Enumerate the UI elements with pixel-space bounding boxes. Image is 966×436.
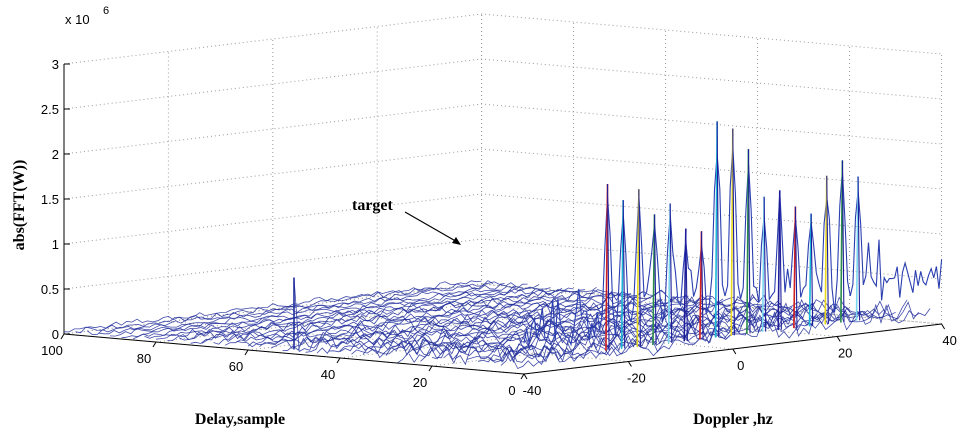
surface-trace	[500, 301, 919, 366]
z-gridline	[63, 193, 942, 245]
surface-trace	[98, 282, 517, 335]
z-axis-label: abs(FFT(W))	[11, 160, 28, 251]
z-tick-label: 0	[52, 327, 59, 342]
surface-trace	[328, 301, 747, 353]
delay-tick-mark	[520, 373, 525, 380]
delay-axis-line	[63, 333, 525, 375]
peak-mark	[700, 231, 704, 340]
z-tick-label: 2.5	[41, 102, 59, 117]
delay-tick-label: 20	[413, 375, 427, 390]
surface-trace	[512, 303, 931, 370]
peak-mark	[779, 190, 782, 330]
surface-trace	[75, 280, 494, 334]
surface-trace	[236, 291, 655, 348]
delay-tick-label: 60	[229, 359, 243, 374]
target-annotation: target	[352, 197, 394, 214]
z-tick-label: 1	[52, 237, 59, 252]
doppler-tick-label: -20	[627, 371, 646, 386]
delay-tick-label: 80	[137, 351, 151, 366]
doppler-tick-mark	[732, 348, 737, 355]
doppler-tick-label: 0	[737, 358, 744, 373]
surface-layer	[63, 121, 943, 370]
axes-layer	[63, 64, 942, 375]
surface-trace	[443, 304, 862, 364]
surface-trace	[144, 287, 563, 339]
delay-tick-label: 100	[41, 343, 63, 358]
target-arrowhead	[452, 237, 461, 245]
z-tick-label: 1.5	[41, 192, 59, 207]
y-axis-label: Doppler ,hz	[693, 411, 773, 428]
peak-mark	[638, 189, 641, 347]
peak-mark	[857, 176, 861, 321]
z-gridline	[63, 13, 942, 65]
z-gridline	[63, 148, 942, 200]
peak-mark	[716, 121, 720, 338]
peak-mark	[669, 203, 673, 343]
doppler-tick-label: -40	[523, 383, 542, 398]
peak-mark	[685, 228, 688, 341]
peak-mark	[622, 200, 626, 349]
surface-trace	[63, 280, 482, 333]
peak-mark	[732, 128, 735, 336]
peak-mark	[606, 183, 610, 351]
delay-tick-mark	[152, 341, 157, 348]
doppler-floor-gridline	[168, 321, 629, 362]
peak-mark	[841, 160, 845, 323]
z-tick-label: 0.5	[41, 282, 59, 297]
peak-mark	[826, 175, 829, 325]
surface-trace	[420, 298, 839, 362]
doppler-tick-mark	[523, 373, 528, 380]
z-gridline	[63, 58, 942, 110]
surface-trace	[293, 277, 712, 353]
delay-tick-label: 40	[321, 367, 335, 382]
doppler-tick-label: 20	[838, 346, 852, 361]
x-axis-label: Delay,sample	[195, 411, 285, 428]
surface-trace	[201, 289, 620, 344]
surface-trace	[178, 286, 597, 341]
peak-mark	[810, 213, 814, 326]
z-multiplier-exponent: 6	[103, 5, 109, 17]
delay-tick-mark	[244, 349, 249, 356]
z-tick-labels: 0 0.5 1 1.5 2 2.5 3	[41, 57, 70, 342]
delay-tick-labels: 100 80 60 40 20 0	[41, 333, 525, 398]
z-tick-label: 3	[52, 57, 59, 72]
doppler-tick-labels: -40 -20 0 20 40	[523, 323, 957, 398]
z-tick-label: 2	[52, 147, 59, 162]
doppler-tick-mark	[836, 336, 841, 342]
doppler-floor-gridline	[377, 296, 838, 337]
doppler-tick-mark	[627, 361, 632, 367]
surface-trace	[454, 304, 873, 366]
z-multiplier-label: x 10	[65, 12, 90, 27]
delay-tick-mark	[336, 357, 341, 364]
peak-mark	[763, 196, 767, 332]
delay-tick-mark	[60, 333, 65, 340]
peak-mark	[794, 206, 798, 328]
surface-trace	[132, 286, 551, 340]
delay-tick-label: 0	[508, 383, 515, 398]
target-arrow	[404, 211, 460, 244]
doppler-tick-mark	[941, 323, 946, 330]
surface-trace	[408, 299, 827, 364]
doppler-tick-label: 40	[942, 333, 956, 348]
delay-tick-mark	[428, 365, 433, 372]
z-gridline	[63, 103, 942, 155]
peak-mark	[653, 214, 657, 345]
peak-mark	[747, 149, 751, 334]
